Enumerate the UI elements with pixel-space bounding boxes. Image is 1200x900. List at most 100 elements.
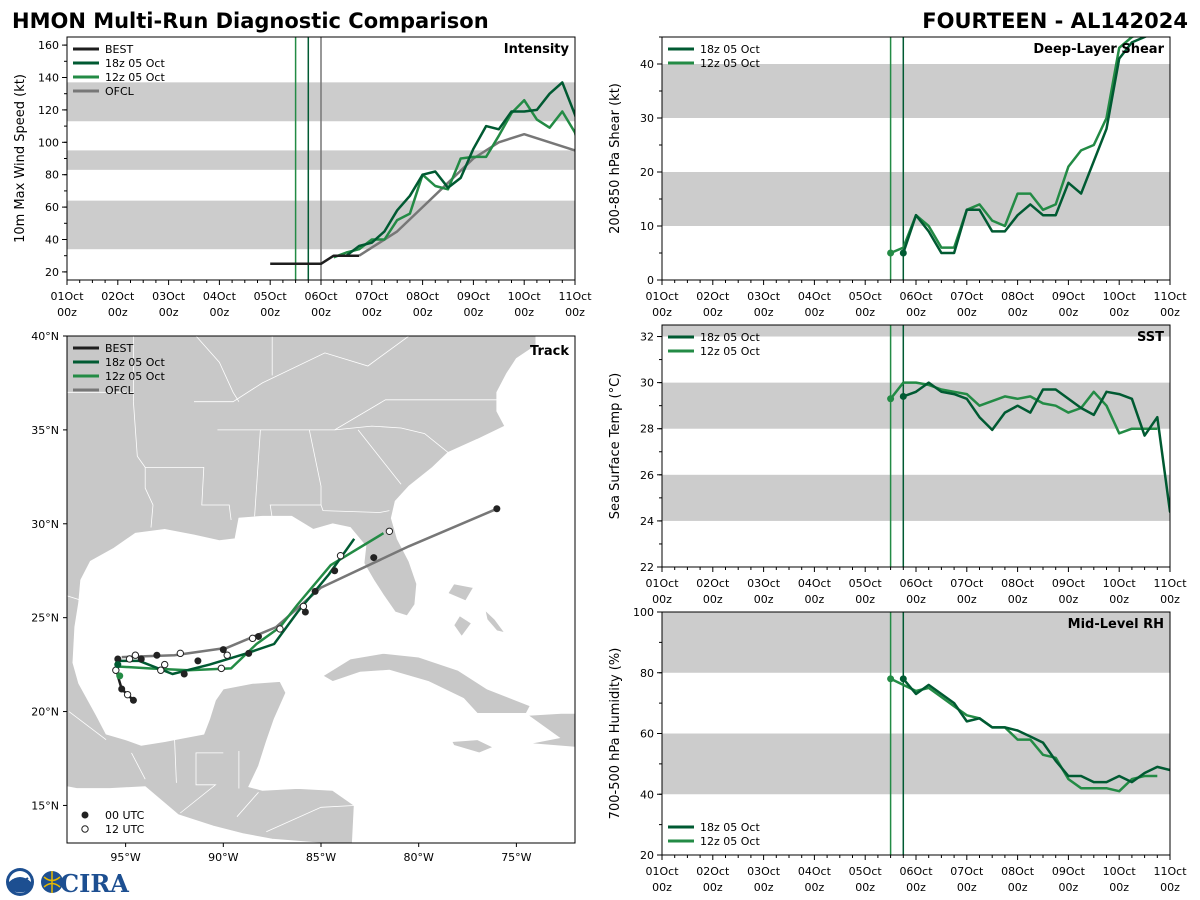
intensity-xtick-label-hour: 00z	[210, 306, 230, 319]
shear-xtick-label: 11Oct	[1153, 290, 1187, 303]
intensity-title: Intensity	[504, 42, 570, 57]
bahamas-land-1	[447, 583, 475, 602]
intensity-legend-label-best: BEST	[105, 43, 133, 56]
track-marker-12utc	[125, 655, 134, 663]
intensity-ytick-label: 140	[38, 72, 59, 85]
shear-xtick-label-hour: 00z	[1059, 306, 1079, 319]
north-america-land	[67, 336, 575, 843]
sst-legend-label-12z-05-oct: 12z 05 Oct	[700, 345, 760, 358]
shear-xtick-label: 04Oct	[798, 290, 832, 303]
track-marker-12utc	[217, 664, 226, 673]
rh-xtick-label: 08Oct	[1001, 865, 1035, 878]
shear-ylabel: 200-850 hPa Shear (kt)	[608, 83, 623, 234]
intensity-ytick-label: 40	[45, 234, 59, 247]
rh-band-1	[662, 612, 1170, 673]
rh-xtick-label: 10Oct	[1103, 865, 1137, 878]
track-marker-12utc	[123, 690, 132, 699]
figure-title-right: FOURTEEN - AL142024	[922, 9, 1188, 33]
track-lat-tick-label: 40°N	[31, 330, 59, 343]
shear-ytick-label: 40	[640, 58, 654, 71]
map-border-15	[180, 752, 224, 814]
track-lat-tick-label: 15°N	[31, 799, 59, 812]
shear-xtick-label-hour: 00z	[957, 306, 977, 319]
shear-panel: 0 10 20 30 40 01Oct 00z 02Oct 00z 03Oct 00z 04Oct 00…	[608, 36, 1187, 319]
map-border-11	[194, 336, 410, 403]
intensity-xtick-label-hour: 00z	[311, 306, 331, 319]
intensity-xtick-label: 07Oct	[355, 290, 389, 303]
rh-xtick-label-hour: 00z	[855, 881, 875, 894]
track-marker-00utc	[493, 505, 501, 513]
track-marker-12utc	[385, 527, 394, 535]
sst-xtick-label-hour: 00z	[957, 593, 977, 606]
bahamas-land-2	[453, 615, 472, 638]
track-marker-12utc	[248, 634, 257, 643]
sst-xtick-label: 07Oct	[950, 577, 984, 590]
shear-band-1	[662, 64, 1170, 118]
shear-series-group	[887, 37, 1148, 257]
shear-ytick-label: 20	[640, 166, 654, 179]
map-border-5	[217, 399, 499, 431]
map-border-19	[68, 711, 107, 741]
sst-init-point-12z-05-oct	[887, 395, 895, 403]
track-marker-00utc	[245, 649, 253, 657]
map-border-9	[357, 429, 402, 485]
intensity-xtick-label: 04Oct	[203, 290, 237, 303]
rh-xtick-label-hour: 00z	[1059, 881, 1079, 894]
shear-xtick-label-hour: 00z	[805, 306, 825, 319]
shear-xtick-label: 06Oct	[899, 290, 933, 303]
shear-ytick-label: 10	[640, 220, 654, 233]
shear-xtick-label-hour: 00z	[855, 306, 875, 319]
track-marker-12utc	[160, 660, 169, 669]
shear-ytick-label: 30	[640, 112, 654, 125]
map-border-2	[133, 401, 146, 468]
track-marker-12utc	[276, 625, 284, 633]
intensity-line-12z-05-oct	[333, 98, 575, 259]
map-border-21	[174, 737, 177, 783]
track-marker-00utc	[194, 657, 202, 665]
track-marker-00utc	[180, 670, 188, 678]
track-marker-00utc	[153, 651, 161, 659]
map-border-14	[67, 595, 83, 602]
track-marker-12utc	[223, 651, 231, 659]
sst-xtick-label-hour: 00z	[805, 593, 825, 606]
sst-xtick-label-hour: 00z	[906, 593, 926, 606]
sst-panel: 22 24 26 28 30 32 01Oct 00z 02Oct 00z 03Oct 00z 04Oc…	[608, 324, 1187, 606]
rh-legend-label-12z-05-oct: 12z 05 Oct	[700, 835, 760, 848]
sst-ytick-label: 22	[640, 561, 654, 574]
rh-xtick-label-hour: 00z	[1008, 881, 1028, 894]
rh-title: Mid-Level RH	[1068, 617, 1164, 632]
map-border-3	[145, 466, 232, 521]
track-lat-tick-label: 20°N	[31, 706, 59, 719]
rh-xtick-label-hour: 00z	[703, 881, 723, 894]
rh-series-group	[887, 675, 1170, 793]
rh-xtick-label: 05Oct	[849, 865, 883, 878]
rh-xtick-label-hour: 00z	[957, 881, 977, 894]
map-border-4	[144, 467, 154, 528]
rh-xtick-label: 07Oct	[950, 865, 984, 878]
track-series-group	[112, 505, 501, 704]
sst-xtick-label-hour: 00z	[754, 593, 774, 606]
shear-xtick-label: 01Oct	[645, 290, 679, 303]
sst-legend-label-18z-05-oct: 18z 05 Oct	[700, 331, 760, 344]
sst-xtick-label-hour: 00z	[652, 593, 672, 606]
rh-legend-label-18z-05-oct: 18z 05 Oct	[700, 821, 760, 834]
sst-ytick-label: 32	[640, 331, 654, 344]
track-line-ofcl	[121, 507, 498, 659]
shear-xtick-label: 05Oct	[849, 290, 883, 303]
track-legend-label-ofcl: OFCL	[105, 384, 135, 397]
shear-ytick-label: 0	[647, 274, 654, 287]
track-map-group	[67, 336, 575, 843]
sst-xtick-label: 10Oct	[1103, 577, 1137, 590]
intensity-xtick-label: 02Oct	[101, 290, 135, 303]
rh-ytick-label: 60	[640, 728, 654, 741]
sst-xtick-label-hour: 00z	[1109, 593, 1129, 606]
sst-series-group	[887, 381, 1170, 513]
rh-ytick-label: 80	[640, 667, 654, 680]
track-lon-tick-label: 95°W	[110, 851, 140, 864]
rh-xtick-label: 11Oct	[1153, 865, 1187, 878]
shear-xtick-label: 10Oct	[1103, 290, 1137, 303]
map-border-20	[131, 752, 146, 780]
sst-band-1	[662, 382, 1170, 429]
sst-xtick-label: 02Oct	[696, 577, 730, 590]
sst-axes-frame	[661, 324, 1171, 568]
